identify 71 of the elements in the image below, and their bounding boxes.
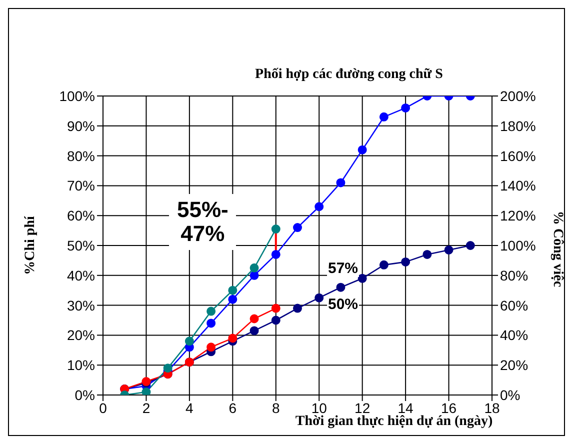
x-tick-label: 10 [311,400,328,416]
y2-tick-label: 60% [500,297,528,314]
x-tick-label: 16 [440,400,457,416]
y2-axis-title: % Công việc [549,210,565,288]
y-axis-title: %Chi phí [22,215,38,275]
point [250,270,259,280]
point [271,224,280,234]
annotation: 50% [328,296,358,313]
point [293,223,302,232]
annotation: 57% [328,260,358,277]
point [444,245,454,254]
y-tick-label: 60% [66,208,95,224]
y2-tick-label: 160% [500,148,536,164]
annotation: 55%- 47% [177,197,228,246]
y2-tick-label: 120% [500,208,536,224]
y-tick-label: 80% [66,148,95,164]
point [314,293,324,302]
chart-title: Phối hợp các đường cong chữ S [254,67,444,83]
point [163,364,172,373]
x-axis-title: Thời gian thực hiện dự án (ngày) [294,414,494,430]
y2-tick-label: 80% [500,267,528,284]
point [401,257,410,266]
x-tick-label: 6 [228,400,237,416]
point [271,304,280,313]
x-tick-label: 4 [186,400,194,416]
point [206,318,216,328]
x-tick-label: 12 [354,400,370,416]
y-tick-label: 100% [59,88,95,104]
y-tick-label: 30% [66,297,95,314]
y2-tick-label: 180% [500,118,536,134]
point [271,316,280,325]
y2-tick-label: 40% [500,327,528,344]
point [336,178,346,188]
point [336,282,346,292]
point [184,336,194,346]
point [466,241,475,250]
y2-tick-label: 100% [500,237,536,254]
x-tick-label: 18 [484,400,500,416]
point [422,250,432,259]
y-tick-label: 70% [66,178,95,194]
point [142,388,151,395]
x-tick-label: 0 [99,400,108,416]
y2-tick-label: 20% [500,357,528,374]
point [250,263,259,272]
y-tick-label: 0% [74,386,95,403]
point [250,314,259,324]
x-tick-label: 8 [272,400,280,416]
point [379,112,388,122]
x-tick-label: 14 [398,400,414,416]
point [271,250,280,259]
point [358,274,367,283]
point [228,294,238,304]
point [250,326,259,336]
y-tick-label: 10% [66,357,95,374]
y-tick-label: 20% [66,327,95,344]
y2-tick-label: 0% [500,386,520,403]
x-tick-label: 2 [142,400,150,416]
y-tick-label: 50% [66,237,95,254]
point [401,103,410,112]
y2-tick-label: 200% [500,88,536,104]
y2-tick-label: 140% [500,178,536,194]
y-tick-label: 40% [66,267,95,284]
point [206,306,216,316]
point [228,286,238,295]
y-tick-label: 90% [66,118,95,134]
point [379,260,388,270]
point [314,202,324,212]
point [228,334,238,343]
point [206,342,216,352]
point [358,145,367,154]
point [293,304,302,313]
